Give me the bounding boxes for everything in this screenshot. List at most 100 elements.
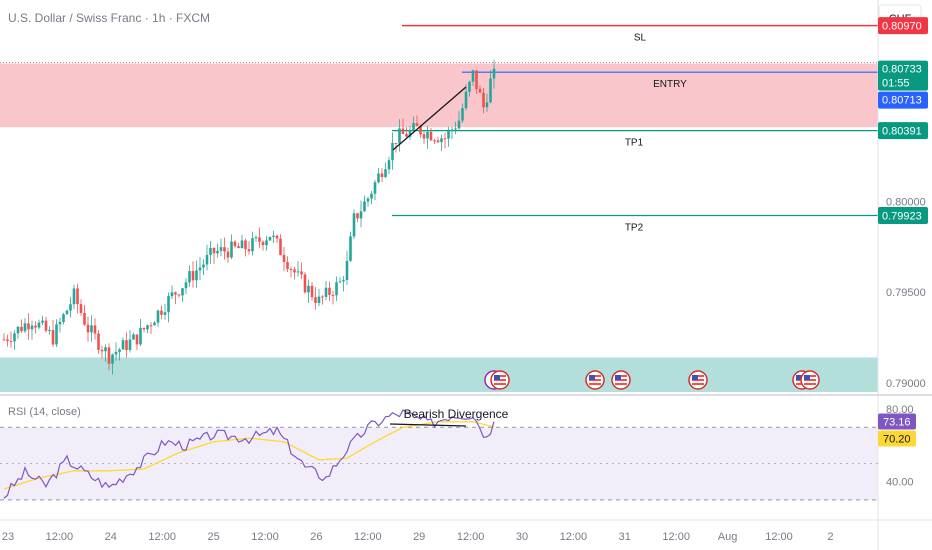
candle-body (419, 126, 422, 135)
candle-body (289, 269, 293, 271)
time-tick: 12:00 (148, 531, 176, 543)
candle-body (237, 246, 240, 249)
candle-body (300, 271, 303, 275)
entry-label: ENTRY (653, 79, 687, 90)
candle-body (188, 271, 191, 283)
candle-body (48, 330, 51, 332)
candle-body (34, 325, 37, 328)
candle-body (387, 160, 391, 170)
candle-body (258, 237, 261, 242)
candle-body (205, 254, 209, 265)
time-tick: 30 (516, 531, 528, 543)
main-plot-background (0, 0, 878, 393)
candle-body (170, 292, 174, 297)
rsi-indicator-label: RSI (14, close) (8, 406, 81, 418)
candle-body (415, 123, 419, 127)
tp1-price-text: 0.80391 (882, 126, 922, 138)
candle-body (429, 131, 433, 141)
candle-body (128, 339, 132, 351)
support-zone (0, 357, 878, 392)
resistance-zone (0, 63, 878, 128)
candle-body (286, 262, 289, 270)
rsi-ma-value-badge (878, 430, 916, 447)
candle-body (174, 292, 177, 295)
candle-body (492, 68, 496, 79)
price-tick: 0.79000 (886, 378, 926, 390)
time-tick: 25 (207, 531, 219, 543)
candle-body (436, 140, 440, 143)
candle-body (356, 213, 359, 219)
candle-body (2, 339, 6, 341)
candle-body (422, 134, 426, 139)
candle-body (132, 334, 135, 340)
us-flag-icon[interactable] (585, 370, 605, 390)
chart-title: U.S. Dollar / Swiss Franc · 1h · FXCM (8, 11, 210, 25)
candle-body (223, 247, 226, 252)
candle-body (219, 247, 223, 251)
rsi-value-text: 73.16 (883, 416, 911, 428)
candle-body (478, 88, 482, 93)
us-flag-icon[interactable] (611, 370, 631, 390)
rsi-divergence-line[interactable] (389, 423, 467, 427)
candle-body (20, 326, 23, 332)
us-flag-icon[interactable] (800, 370, 820, 390)
entry-price-text: 0.80713 (882, 95, 922, 107)
rsi-tick: 40.00 (886, 477, 914, 489)
candle-body (37, 322, 41, 328)
candle-body (181, 288, 184, 296)
candle-body (114, 351, 118, 355)
candle-body (282, 255, 286, 263)
price-tick: 0.79500 (886, 287, 926, 299)
entry-price-badge (878, 91, 928, 109)
last-price-badge (878, 60, 928, 91)
time-tick: Aug (718, 531, 738, 543)
us-flag-icon[interactable] (688, 370, 708, 390)
candle-body (391, 142, 394, 161)
candle-body (13, 333, 16, 342)
candle-body (342, 279, 345, 282)
candle-body (352, 213, 356, 237)
candle-body (16, 326, 20, 334)
sl-price-badge (878, 17, 928, 35)
candle-body (454, 128, 457, 130)
candle-body (72, 288, 76, 305)
tp1-price-badge (878, 122, 928, 140)
price-tick: 0.80000 (886, 197, 926, 209)
candle-body (464, 91, 468, 109)
candle-body (104, 347, 107, 352)
candle-body (324, 287, 328, 297)
candle-body (90, 325, 93, 333)
candle-body (97, 333, 100, 350)
candle-body (461, 108, 464, 121)
price-trend-line[interactable] (392, 86, 467, 151)
candle-body (251, 238, 254, 252)
candle-body (398, 128, 401, 144)
candle-body (457, 120, 461, 129)
candle-body (359, 211, 363, 219)
candle-body (373, 182, 377, 194)
rsi-line (3, 409, 495, 499)
sl-label: SL (634, 33, 647, 44)
candle-body (310, 285, 314, 298)
candle-body (240, 240, 244, 249)
candle-body (107, 347, 111, 364)
candle-body (468, 81, 471, 92)
time-tick: 26 (310, 531, 322, 543)
candle-body (279, 238, 282, 256)
candle-body (6, 339, 9, 342)
candle-body (443, 138, 447, 140)
time-tick: 29 (413, 531, 425, 543)
us-flag-icon[interactable] (490, 370, 510, 390)
candlestick-series (2, 59, 496, 375)
time-axis[interactable]: 23 12:00 24 12:00 25 12:00 26 12:00 29 12:00 30 12:… (2, 531, 834, 543)
candle-body (345, 260, 349, 280)
time-tick: 12:00 (560, 531, 588, 543)
time-tick: 12:00 (457, 531, 485, 543)
time-tick: 23 (2, 531, 14, 543)
candle-body (307, 285, 310, 293)
candle-body (142, 328, 146, 330)
candle-body (55, 324, 58, 345)
candle-body (27, 323, 30, 330)
candle-body (146, 325, 149, 330)
candle-body (275, 235, 279, 239)
